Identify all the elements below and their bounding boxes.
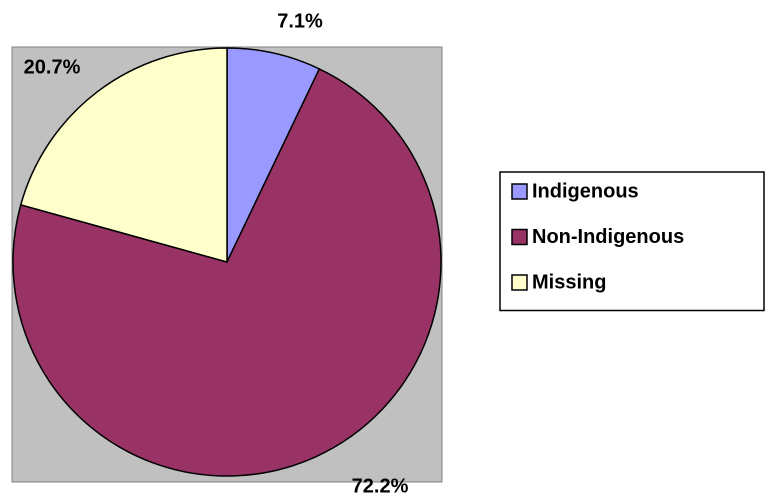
legend-label: Non-Indigenous bbox=[532, 226, 684, 248]
legend-swatch bbox=[511, 274, 528, 291]
legend-swatch bbox=[511, 228, 528, 246]
data-label: 72.2% bbox=[352, 475, 409, 497]
legend-label: Missing bbox=[532, 271, 606, 293]
legend-swatch bbox=[511, 183, 528, 200]
pie-slice bbox=[19, 47, 228, 263]
legend-box bbox=[499, 171, 765, 312]
pie-slice bbox=[12, 67, 442, 477]
legend-label: Indigenous bbox=[532, 180, 639, 202]
data-label: 7.1% bbox=[277, 10, 323, 32]
data-label: 20.7% bbox=[24, 56, 81, 78]
